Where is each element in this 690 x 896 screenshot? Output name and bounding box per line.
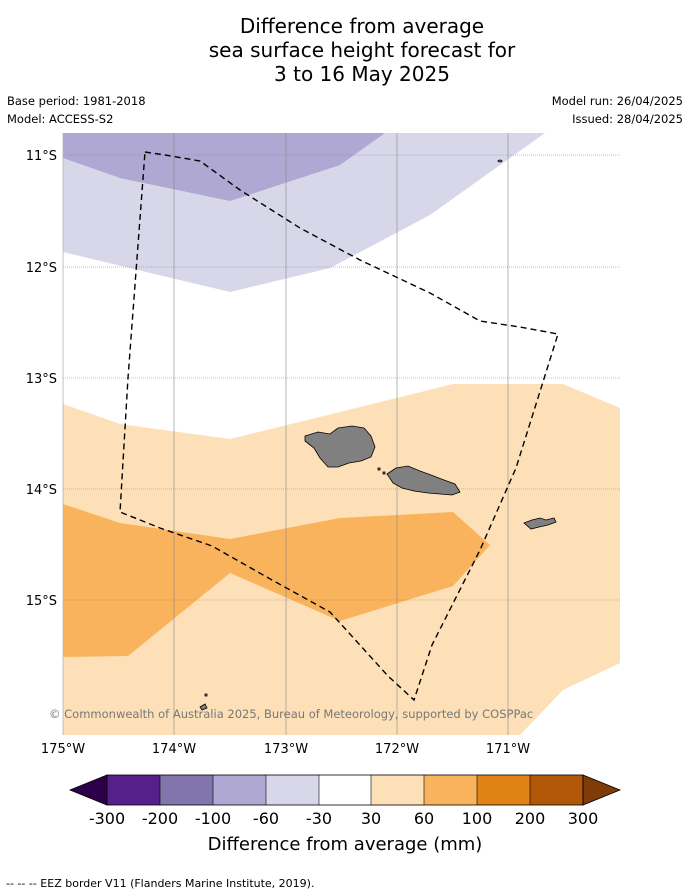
lon-label-173w: 173°W [264,742,308,757]
latitude-labels: 11°S 12°S 13°S 14°S 15°S [26,149,57,609]
colorbar-bin [371,775,424,805]
colorbar [68,774,622,806]
lat-label-11s: 11°S [26,149,57,164]
niuafoou-island [199,703,208,711]
model-label: Model: ACCESS-S2 [7,112,114,126]
title-line-3: 3 to 16 May 2025 [274,62,450,86]
colorbar-tick: 100 [462,809,493,828]
colorbar-bin [160,775,213,805]
lon-label-171w: 171°W [486,742,530,757]
lon-label-172w: 172°W [375,742,419,757]
colorbar-tick: 60 [414,809,434,828]
model-run-label: Model run: 26/04/2025 [551,94,683,108]
colorbar-bin [424,775,477,805]
base-period-label: Base period: 1981-2018 [7,94,146,108]
tokelau-atoll [497,159,503,163]
colorbar-over-arrow [582,774,622,806]
map-title: Difference from average sea surface heig… [0,14,690,86]
colorbar-bin [530,775,583,805]
longitude-labels: 175°W 174°W 173°W 172°W 171°W [41,742,530,757]
colorbar-bin [213,775,266,805]
contour-60-100-band [63,504,490,657]
colorbar-outline [106,774,584,806]
lon-label-174w: 174°W [152,742,196,757]
map-area [63,133,620,735]
colorbar-under-arrow [68,774,108,806]
tutuila-island [523,517,557,530]
colorbar-tick: 200 [515,809,546,828]
colorbar-bin [107,775,160,805]
colorbar-dividers [159,775,531,805]
contour-minus-60-band [63,133,385,201]
colorbar-tick-labels: -300 -200 -100 -60 -30 30 60 100 200 300 [89,809,598,828]
colorbar-tick: -30 [306,809,332,828]
islet [377,467,381,471]
colorbar-bin [319,775,371,805]
lon-label-175w: 175°W [41,742,85,757]
title-line-1: Difference from average [239,14,485,38]
lat-label-12s: 12°S [26,261,57,276]
lat-label-15s: 15°S [26,594,57,609]
colorbar-tick: -200 [142,809,178,828]
graticule-lines [63,133,620,735]
colorbar-tick: -60 [253,809,279,828]
issued-label: Issued: 28/04/2025 [572,112,683,126]
colorbar-tick: 30 [361,809,381,828]
colorbar-bin [477,775,530,805]
colorbar-label: Difference from average (mm) [208,834,483,855]
islet [382,471,386,475]
eez-legend: -- -- -- EEZ border V11 (Flanders Marine… [6,877,315,890]
colorbar-tick: 300 [568,809,599,828]
savaii-island [304,425,376,468]
upolu-island [386,465,461,496]
islet [204,693,208,697]
copyright-text: © Commonwealth of Australia 2025, Bureau… [49,707,533,721]
eez-border [119,151,559,702]
lat-label-14s: 14°S [26,483,57,498]
lat-label-13s: 13°S [26,372,57,387]
colorbar-tick: -300 [89,809,125,828]
islands [199,159,557,711]
title-line-2: sea surface height forecast for [208,38,516,62]
colorbar-tick: -100 [195,809,231,828]
colorbar-bin [266,775,319,805]
